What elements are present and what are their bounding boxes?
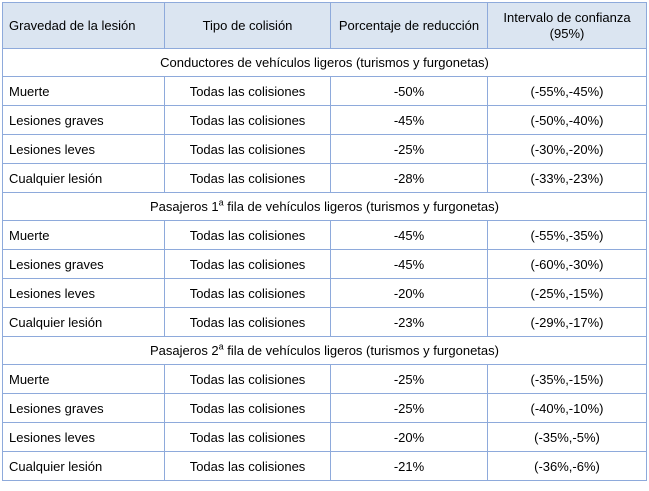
- severity-cell: Lesiones leves: [2, 278, 165, 308]
- confidence-interval-cell: (-50%,-40%): [487, 105, 647, 135]
- table-row: Lesiones leves Todas las colisiones -20% (-…: [2, 278, 647, 308]
- group-title-suffix: fila de vehículos ligeros (turismos y fu…: [223, 199, 499, 214]
- severity-cell: Cualquier lesión: [2, 451, 165, 481]
- reduction-cell: -20%: [330, 278, 488, 308]
- table-row: Muerte Todas las colisiones -25% (-35%,-15%…: [2, 364, 647, 394]
- collision-type-cell: Todas las colisiones: [164, 105, 331, 135]
- severity-cell: Cualquier lesión: [2, 163, 165, 193]
- collision-type-cell: Todas las colisiones: [164, 307, 331, 337]
- confidence-interval-cell: (-35%,-5%): [487, 422, 647, 452]
- collision-type-cell: Todas las colisiones: [164, 76, 331, 106]
- collision-type-cell: Todas las colisiones: [164, 249, 331, 279]
- confidence-interval-cell: (-29%,-17%): [487, 307, 647, 337]
- severity-cell: Cualquier lesión: [2, 307, 165, 337]
- table-body: Conductores de vehículos ligeros (turism…: [2, 48, 647, 481]
- table-row: Lesiones graves Todas las colisiones -45%(…: [2, 249, 647, 279]
- reduction-cell: -45%: [330, 105, 488, 135]
- severity-cell: Muerte: [2, 364, 165, 394]
- header-collision-type: Tipo de colisión: [164, 2, 331, 49]
- collision-type-cell: Todas las colisiones: [164, 393, 331, 423]
- reduction-cell: -50%: [330, 76, 488, 106]
- reduction-cell: -28%: [330, 163, 488, 193]
- collision-type-cell: Todas las colisiones: [164, 278, 331, 308]
- severity-cell: Lesiones graves: [2, 105, 165, 135]
- group-title: Conductores de vehículos ligeros (turism…: [2, 48, 647, 77]
- confidence-interval-cell: (-30%,-20%): [487, 134, 647, 164]
- confidence-interval-cell: (-55%,-45%): [487, 76, 647, 106]
- group-header-row: Conductores de vehículos ligeros (turism…: [2, 48, 647, 77]
- group-title-text: Conductores de vehículos ligeros (turism…: [160, 55, 489, 70]
- collision-type-cell: Todas las colisiones: [164, 134, 331, 164]
- severity-cell: Lesiones leves: [2, 134, 165, 164]
- header-row: Gravedad de la lesión Tipo de colisión P…: [2, 2, 647, 49]
- table-row: Lesiones graves Todas las colisiones -25%(…: [2, 393, 647, 423]
- header-reduction: Porcentaje de reducción: [330, 2, 488, 49]
- header-confidence-interval: Intervalo de confianza (95%): [487, 2, 647, 49]
- group-header-row: Pasajeros 1a fila de vehículos ligeros (…: [2, 192, 647, 221]
- table-row: Muerte Todas las colisiones -45% (-55%,-35%…: [2, 220, 647, 250]
- group-title: Pasajeros 2a fila de vehículos ligeros (…: [2, 336, 647, 365]
- confidence-interval-cell: (-33%,-23%): [487, 163, 647, 193]
- collision-type-cell: Todas las colisiones: [164, 163, 331, 193]
- severity-cell: Lesiones graves: [2, 249, 165, 279]
- table-row: Cualquier lesión Todas las colisiones -23%…: [2, 307, 647, 337]
- confidence-interval-cell: (-25%,-15%): [487, 278, 647, 308]
- collision-type-cell: Todas las colisiones: [164, 364, 331, 394]
- injury-reduction-table: Gravedad de la lesión Tipo de colisión P…: [2, 2, 647, 481]
- reduction-cell: -45%: [330, 249, 488, 279]
- reduction-cell: -25%: [330, 393, 488, 423]
- group-title-ordinal: a: [218, 341, 224, 352]
- table-row: Cualquier lesión Todas las colisiones -28%…: [2, 163, 647, 193]
- reduction-cell: -20%: [330, 422, 488, 452]
- severity-cell: Lesiones graves: [2, 393, 165, 423]
- table-row: Cualquier lesión Todas las colisiones -21%…: [2, 451, 647, 481]
- confidence-interval-cell: (-40%,-10%): [487, 393, 647, 423]
- table-row: Muerte Todas las colisiones -50% (-55%,-45%…: [2, 76, 647, 106]
- collision-type-cell: Todas las colisiones: [164, 451, 331, 481]
- reduction-cell: -23%: [330, 307, 488, 337]
- reduction-cell: -21%: [330, 451, 488, 481]
- table-row: Lesiones leves Todas las colisiones -25% (-…: [2, 134, 647, 164]
- reduction-cell: -25%: [330, 134, 488, 164]
- confidence-interval-cell: (-35%,-15%): [487, 364, 647, 394]
- severity-cell: Lesiones leves: [2, 422, 165, 452]
- severity-cell: Muerte: [2, 76, 165, 106]
- group-title-text: Pasajeros 2: [150, 343, 219, 358]
- severity-cell: Muerte: [2, 220, 165, 250]
- reduction-cell: -45%: [330, 220, 488, 250]
- table-row: Lesiones graves Todas las colisiones -45%(…: [2, 105, 647, 135]
- confidence-interval-cell: (-60%,-30%): [487, 249, 647, 279]
- table-header: Gravedad de la lesión Tipo de colisión P…: [2, 2, 647, 49]
- reduction-cell: -25%: [330, 364, 488, 394]
- collision-type-cell: Todas las colisiones: [164, 220, 331, 250]
- collision-type-cell: Todas las colisiones: [164, 422, 331, 452]
- group-title-suffix: fila de vehículos ligeros (turismos y fu…: [223, 343, 499, 358]
- group-title-text: Pasajeros 1: [150, 199, 219, 214]
- group-title: Pasajeros 1a fila de vehículos ligeros (…: [2, 192, 647, 221]
- group-title-ordinal: a: [218, 197, 224, 208]
- group-header-row: Pasajeros 2a fila de vehículos ligeros (…: [2, 336, 647, 365]
- confidence-interval-cell: (-55%,-35%): [487, 220, 647, 250]
- confidence-interval-cell: (-36%,-6%): [487, 451, 647, 481]
- table-row: Lesiones leves Todas las colisiones -20% (-…: [2, 422, 647, 452]
- header-severity: Gravedad de la lesión: [2, 2, 165, 49]
